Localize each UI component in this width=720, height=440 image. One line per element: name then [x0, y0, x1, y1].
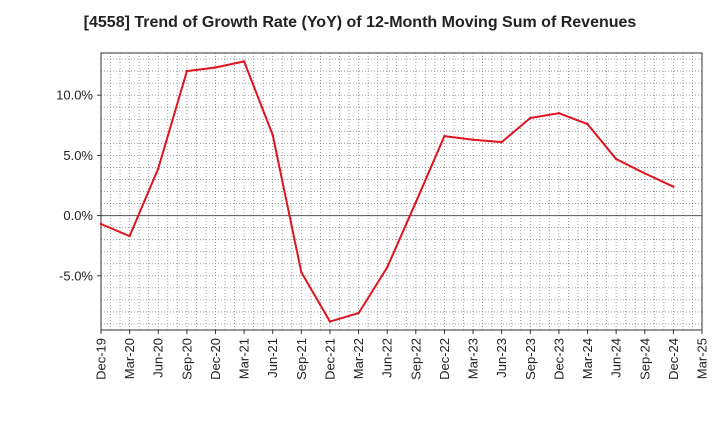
data-point: [443, 134, 446, 138]
x-tick-label: Dec-20: [208, 338, 223, 380]
series-layer: [99, 60, 675, 323]
x-tick-label: Mar-25: [695, 338, 710, 379]
x-tick-label: Sep-22: [408, 338, 423, 380]
y-tick-label: 5.0%: [63, 148, 93, 163]
data-point: [328, 320, 332, 323]
data-point: [99, 222, 103, 226]
x-tick-label: Sep-21: [294, 338, 309, 380]
y-tick-label: -5.0%: [59, 268, 93, 283]
x-tick-label: Jun-24: [609, 338, 624, 378]
data-point: [185, 69, 189, 73]
x-tick-label: Dec-22: [437, 338, 452, 380]
x-tick-label: Mar-20: [122, 338, 137, 379]
y-tick-label: 0.0%: [63, 208, 93, 223]
data-point: [586, 122, 589, 126]
x-tick-label: Dec-24: [666, 338, 681, 380]
data-point: [672, 185, 675, 188]
grid-layer: [101, 53, 702, 330]
chart-title: [4558] Trend of Growth Rate (YoY) of 12-…: [83, 14, 637, 31]
data-point: [557, 112, 561, 115]
data-point: [614, 157, 618, 161]
data-point: [214, 66, 217, 69]
data-point: [414, 201, 418, 204]
x-tick-label: Jun-22: [380, 338, 395, 378]
x-tick-label: Jun-23: [494, 338, 509, 378]
data-point: [300, 270, 303, 274]
data-point: [157, 167, 160, 170]
data-point: [242, 60, 246, 63]
data-point: [500, 140, 503, 144]
x-tick-label: Dec-19: [94, 338, 109, 380]
plot-frame: [100, 52, 703, 331]
x-tick-labels: Dec-19 Mar-20 Jun-20 Sep-20 Dec-20 Mar-21 Jun-…: [94, 330, 710, 380]
x-tick-label: Mar-22: [351, 338, 366, 379]
data-point: [471, 138, 475, 141]
data-point: [643, 172, 646, 175]
x-tick-label: Jun-21: [265, 338, 280, 378]
x-tick-label: Mar-24: [580, 338, 595, 379]
x-tick-label: Dec-23: [551, 338, 566, 380]
x-tick-label: Dec-21: [322, 338, 337, 380]
data-point: [385, 266, 389, 269]
x-tick-label: Mar-23: [466, 338, 481, 379]
data-point: [271, 133, 274, 137]
y-tick-labels: 10.0% 5.0% 0.0% -5.0%: [56, 88, 101, 283]
data-point: [529, 116, 532, 120]
x-tick-label: Sep-23: [523, 338, 538, 380]
x-tick-label: Sep-20: [179, 338, 194, 380]
x-tick-label: Mar-21: [237, 338, 252, 379]
data-point: [128, 234, 131, 238]
data-point: [357, 311, 360, 315]
y-tick-label: 10.0%: [56, 88, 93, 103]
x-tick-label: Jun-20: [151, 338, 166, 378]
x-tick-label: Sep-24: [637, 338, 652, 380]
